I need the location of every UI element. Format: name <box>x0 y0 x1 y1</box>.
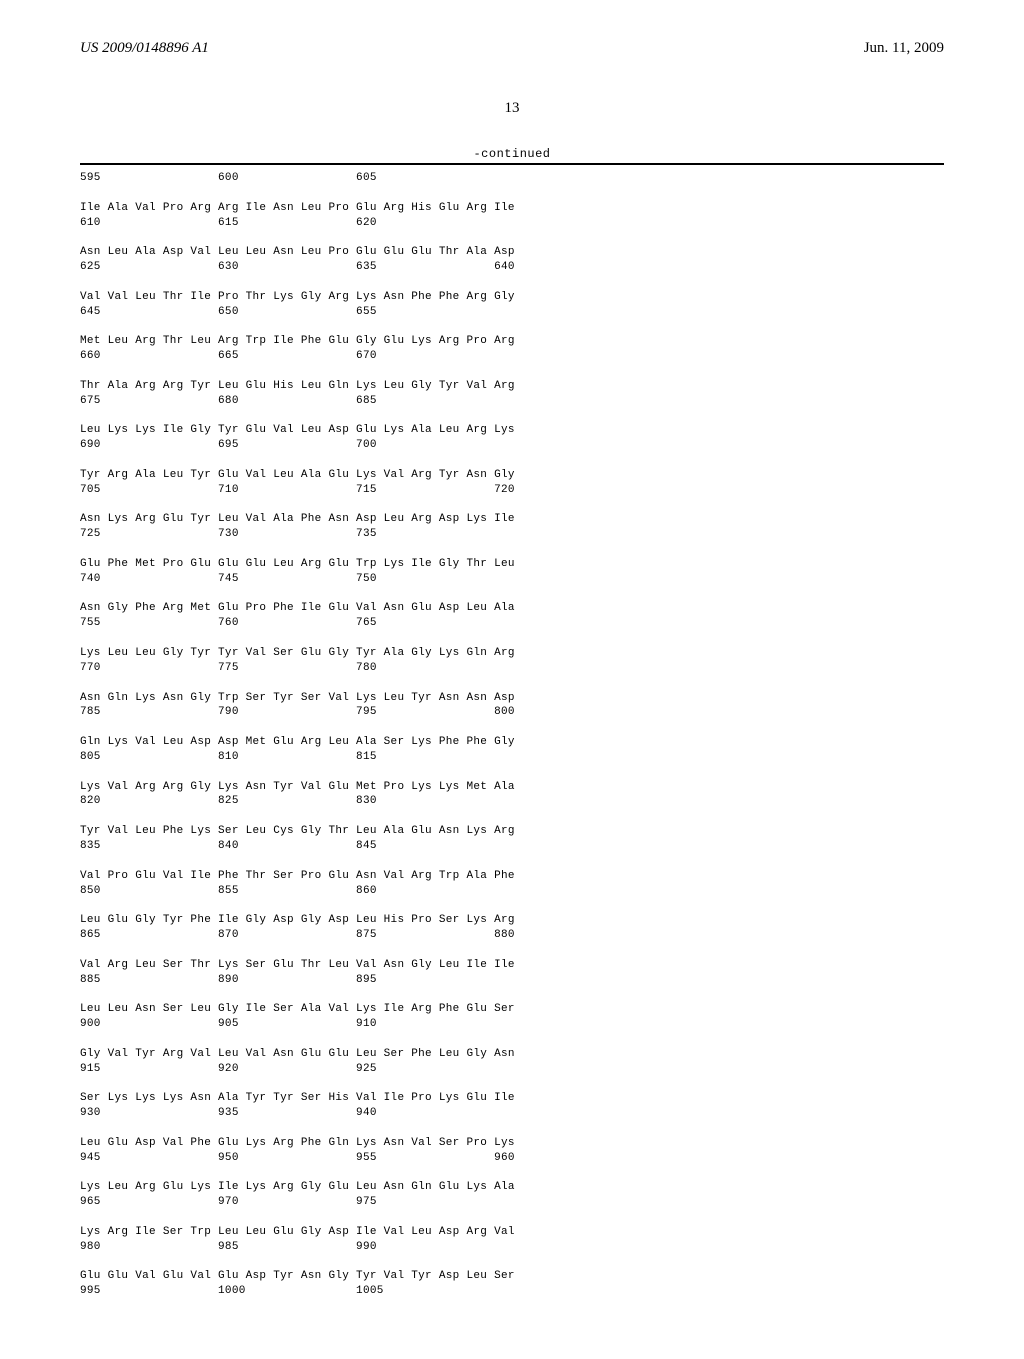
page-container: US 2009/0148896 A1 Jun. 11, 2009 13 -con… <box>0 0 1024 1359</box>
continued-label: -continued <box>80 147 944 161</box>
sequence-container: 595 600 605 Ile Ala Val Pro Arg Arg Ile … <box>80 163 944 1299</box>
page-number: 13 <box>80 100 944 117</box>
publication-date: Jun. 11, 2009 <box>864 40 944 57</box>
publication-number: US 2009/0148896 A1 <box>80 40 209 57</box>
sequence-listing: 595 600 605 Ile Ala Val Pro Arg Arg Ile … <box>80 171 944 1299</box>
